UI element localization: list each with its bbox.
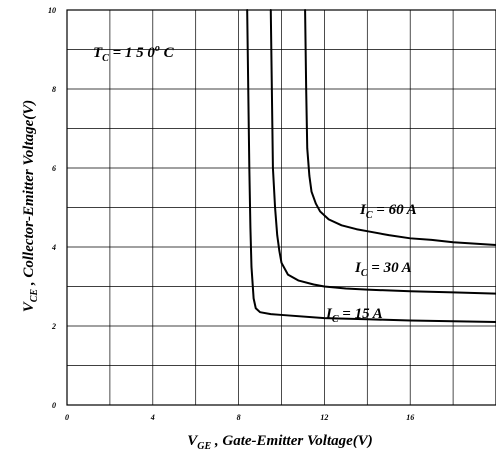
x-tick-label: 16 xyxy=(406,413,414,422)
series-label-60a: IC = 60 A xyxy=(359,202,417,221)
x-tick-label: 8 xyxy=(237,413,241,422)
temperature-annotation: TC = 1 5 0o C xyxy=(93,43,175,64)
y-tick-labels: 0 2 4 6 8 10 xyxy=(48,6,56,410)
grid-lines xyxy=(67,10,496,405)
y-tick-label: 0 xyxy=(52,401,56,410)
x-tick-label: 4 xyxy=(150,413,155,422)
series-curve xyxy=(304,9,496,247)
y-tick-label: 6 xyxy=(52,164,56,173)
plot-frame xyxy=(66,9,496,406)
series-curves xyxy=(246,9,496,324)
series-label-30a: IC = 30 A xyxy=(354,260,412,279)
series-label-15a: IC = 15 A xyxy=(325,306,383,325)
y-tick-label: 10 xyxy=(48,6,56,15)
x-tick-label: 0 xyxy=(65,413,69,422)
series-curve xyxy=(269,9,496,295)
x-tick-labels: 0 4 8 12 16 xyxy=(65,413,414,422)
y-axis-title: VCE , Collector-Emitter Voltage(V) xyxy=(21,100,40,313)
y-tick-label: 4 xyxy=(51,243,56,252)
x-axis-title: VGE , Gate-Emitter Voltage(V) xyxy=(187,433,373,452)
series-curve xyxy=(246,9,496,324)
y-tick-label: 2 xyxy=(51,322,56,331)
x-tick-label: 12 xyxy=(320,413,328,422)
y-tick-label: 8 xyxy=(52,85,56,94)
